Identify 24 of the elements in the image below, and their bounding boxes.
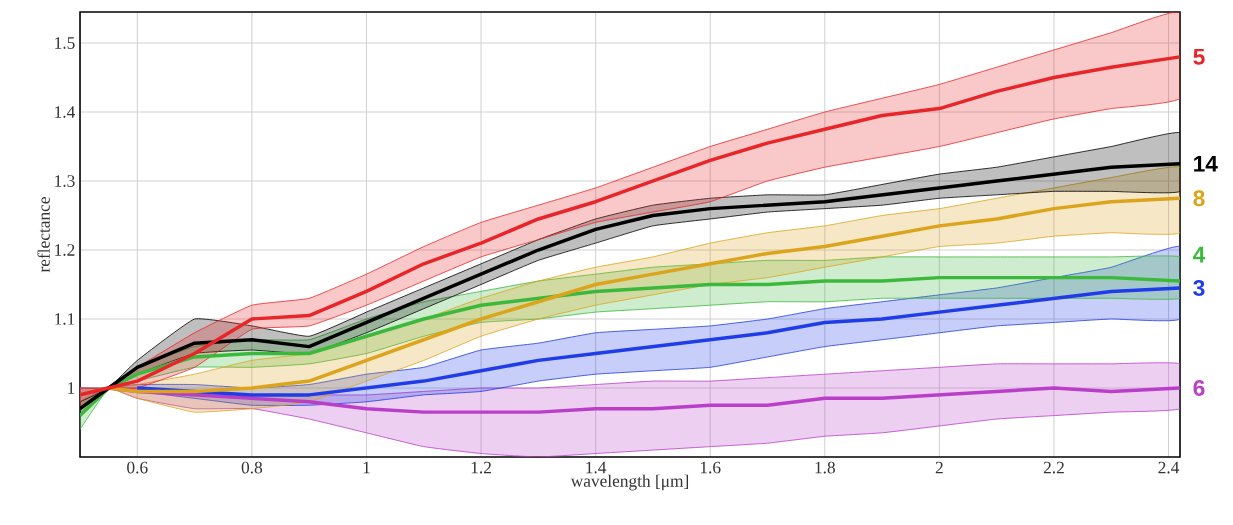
y-tick-label: 1.4 (55, 106, 76, 118)
y-tick-label: 1.2 (55, 244, 75, 256)
y-tick-label: 1.5 (55, 37, 75, 49)
x-tick-label: 1.6 (700, 461, 721, 474)
series-label: 8 (1193, 190, 1205, 207)
x-axis-title: wavelength [μm] (570, 474, 689, 491)
x-tick-label: 1.8 (815, 461, 835, 474)
x-tick-label: 2.2 (1043, 461, 1064, 474)
y-tick-label: 1.3 (55, 175, 75, 187)
x-tick-label: 1 (363, 461, 370, 474)
x-tick-label: 1.2 (471, 461, 491, 474)
x-tick-label: 1.4 (586, 461, 607, 474)
x-tick-label: 2.4 (1158, 461, 1180, 474)
series-label: 14 (1194, 155, 1218, 172)
x-tick-label: 0.6 (127, 461, 148, 474)
series-label: 6 (1193, 379, 1205, 397)
y-tick-label: 1.1 (55, 313, 75, 325)
y-axis-title: reflectance (37, 197, 50, 273)
y-tick-label: 1 (68, 382, 75, 394)
series-label: 4 (1193, 246, 1206, 263)
series-label: 5 (1193, 48, 1205, 65)
x-tick-label: 0.8 (241, 461, 263, 474)
x-tick-label: 2 (935, 461, 943, 474)
series-label: 3 (1193, 279, 1205, 296)
